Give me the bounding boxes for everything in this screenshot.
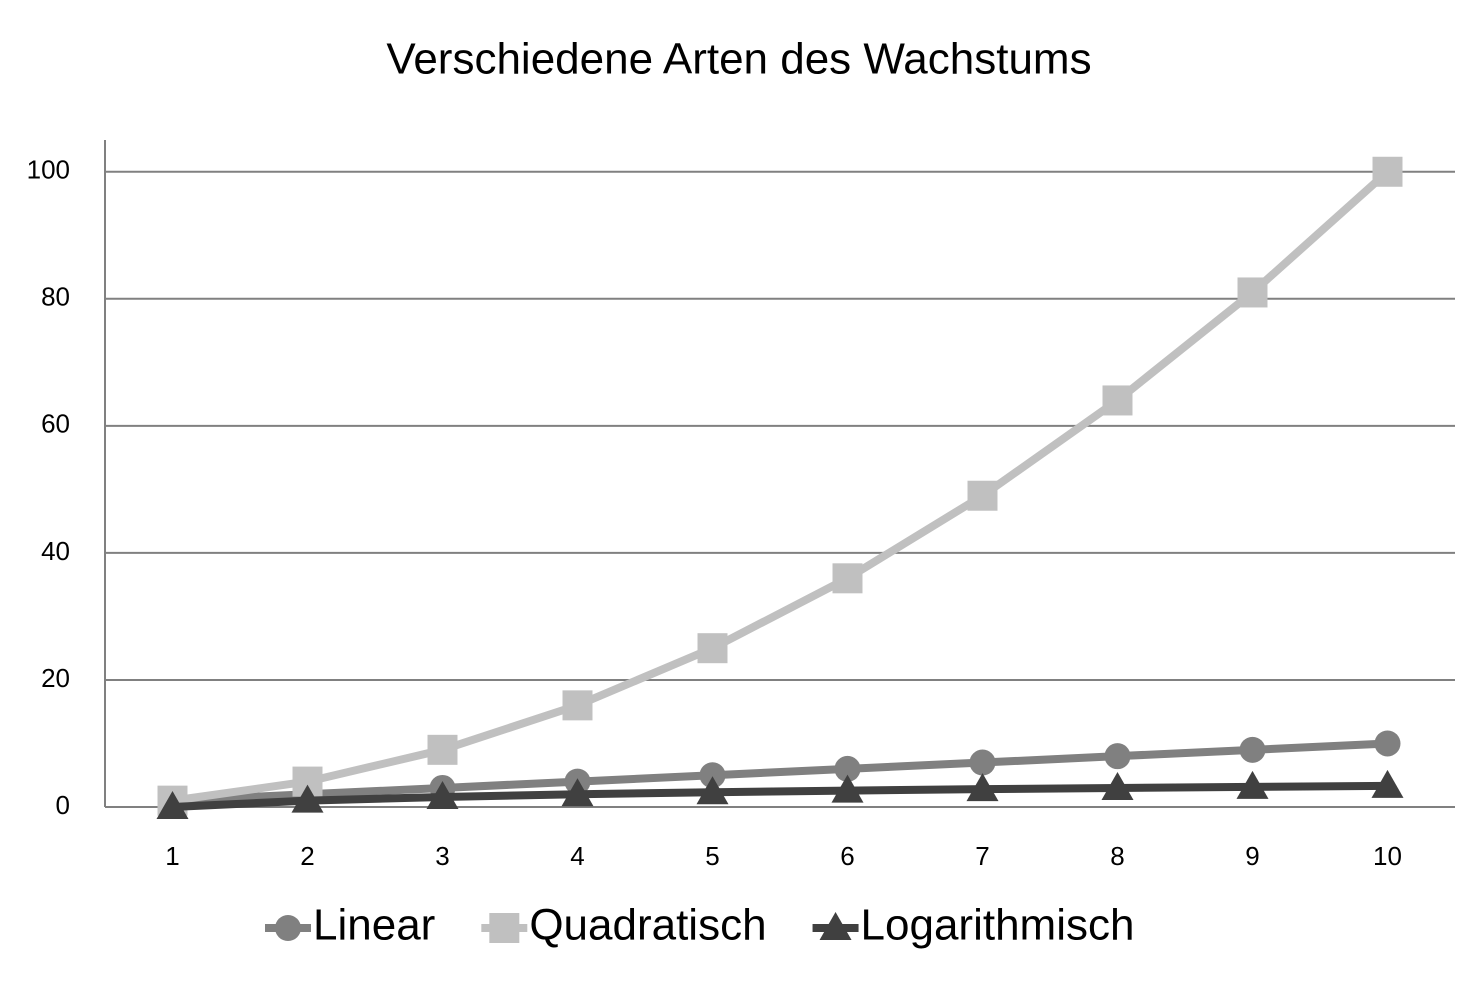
marker bbox=[1239, 736, 1266, 763]
x-tick-label: 8 bbox=[1110, 841, 1124, 871]
marker bbox=[156, 791, 189, 819]
marker bbox=[1371, 769, 1404, 798]
series-line bbox=[172, 739, 1388, 805]
marker bbox=[489, 913, 520, 943]
x-tick-label: 5 bbox=[705, 841, 719, 871]
x-tick-label: 10 bbox=[1373, 841, 1402, 871]
x-tick-label: 1 bbox=[165, 841, 179, 871]
marker bbox=[969, 749, 996, 776]
x-tick-label: 6 bbox=[840, 841, 854, 871]
marker bbox=[696, 776, 729, 805]
y-tick-label: 0 bbox=[56, 790, 70, 820]
marker bbox=[832, 563, 863, 594]
marker bbox=[699, 762, 726, 789]
x-tick-label: 2 bbox=[300, 841, 314, 871]
marker bbox=[1101, 771, 1134, 800]
marker bbox=[1237, 277, 1268, 308]
y-tick-label: 20 bbox=[41, 663, 70, 693]
marker bbox=[1374, 730, 1401, 757]
marker bbox=[1372, 156, 1403, 187]
marker bbox=[831, 774, 864, 803]
legend-label: Quadratisch bbox=[529, 901, 766, 950]
marker bbox=[291, 784, 324, 813]
series-line bbox=[171, 168, 1391, 805]
y-tick-label: 60 bbox=[41, 409, 70, 439]
x-tick-label: 9 bbox=[1245, 841, 1259, 871]
marker bbox=[1104, 743, 1131, 770]
marker bbox=[561, 778, 594, 807]
marker bbox=[967, 480, 998, 511]
series-line bbox=[172, 781, 1388, 811]
y-tick-label: 80 bbox=[41, 282, 70, 312]
marker bbox=[834, 755, 861, 782]
marker bbox=[426, 780, 459, 809]
y-tick-label: 100 bbox=[27, 155, 70, 185]
marker bbox=[697, 633, 728, 664]
y-tick-label: 40 bbox=[41, 536, 70, 566]
marker bbox=[966, 773, 999, 802]
x-tick-label: 4 bbox=[570, 841, 584, 871]
legend-label: Linear bbox=[313, 901, 435, 950]
x-tick-label: 7 bbox=[975, 841, 989, 871]
chart-title: Verschiedene Arten des Wachstums bbox=[386, 35, 1091, 84]
legend-label: Logarithmisch bbox=[861, 901, 1135, 950]
marker bbox=[1102, 385, 1133, 416]
marker bbox=[1236, 770, 1269, 799]
x-tick-label: 3 bbox=[435, 841, 449, 871]
marker bbox=[819, 912, 852, 940]
marker bbox=[427, 734, 458, 765]
marker bbox=[562, 690, 593, 721]
marker bbox=[275, 915, 301, 941]
